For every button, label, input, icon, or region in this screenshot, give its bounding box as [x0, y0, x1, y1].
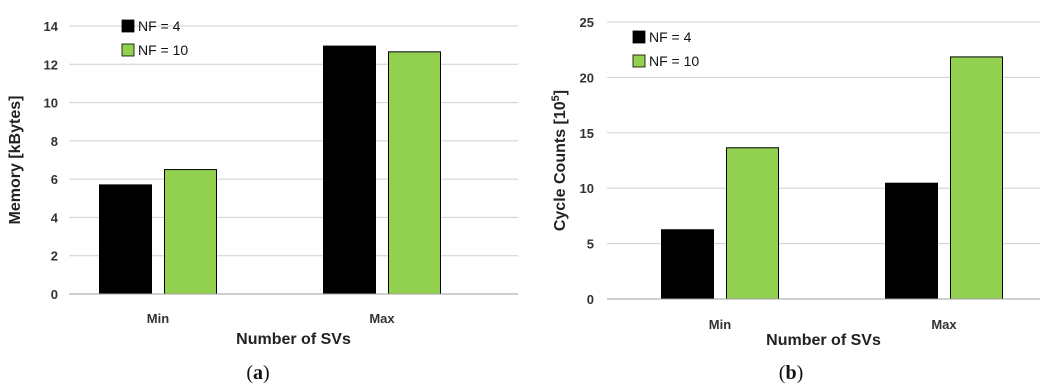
chart-a-legend: NF = 4 NF = 10	[121, 18, 188, 58]
chart-b-y-tick-label: 10	[580, 181, 594, 196]
chart-b-bar-max-series-2	[950, 56, 1003, 300]
chart-b-y-tick-label: 20	[580, 70, 594, 85]
chart-b-bars	[661, 56, 1003, 300]
chart-a-y-tick-label: 10	[44, 96, 58, 111]
chart-b-y-tick-label: 5	[587, 237, 594, 252]
chart-a-x-tick-label: Min	[147, 311, 169, 326]
chart-b-y-axis-title-superscript: 5	[550, 95, 562, 101]
chart-a-bar-min-series-1	[99, 184, 152, 295]
chart-b-legend-swatch	[632, 54, 646, 68]
chart-a-y-tick-label: 2	[51, 249, 58, 264]
chart-a-y-axis-title: Memory [kBytes]	[7, 96, 24, 225]
chart-b-caption-label: b	[785, 362, 796, 384]
chart-a-x-ticks: Min Max	[147, 311, 396, 326]
chart-a-y-ticks: 0 2 4 6 8 10 12 14	[44, 19, 59, 302]
chart-b-y-tick-label: 25	[580, 15, 594, 30]
chart-a-y-tick-label: 6	[51, 172, 58, 187]
chart-b-bar-min-series-2	[726, 147, 779, 300]
chart-b: 0 5 10 15 20 25 Min Max Number of SVs Cycle Co…	[550, 15, 1040, 384]
chart-a-caption: (a)	[246, 362, 269, 384]
chart-b-y-tick-label: 0	[587, 292, 594, 307]
chart-a-caption-label: a	[253, 362, 263, 384]
chart-b-y-tick-label: 15	[580, 126, 594, 141]
chart-a-x-tick-label: Max	[369, 311, 395, 326]
chart-b-x-tick-label: Max	[931, 317, 957, 332]
chart-a-y-tick-label: 12	[44, 57, 58, 72]
chart-a-legend-swatch	[121, 43, 135, 57]
chart-a-y-tick-label: 4	[51, 210, 59, 225]
chart-b-y-axis-title-main: Cycle Counts [10	[552, 101, 569, 231]
chart-b-x-tick-label: Min	[709, 317, 731, 332]
chart-b-bar-min-series-1	[661, 229, 714, 300]
chart-b-bar-max-series-1	[885, 182, 938, 300]
chart-b-caption: (b)	[779, 362, 803, 384]
chart-a-y-tick-label: 8	[51, 134, 58, 149]
chart-b-legend: NF = 4 NF = 10	[632, 29, 699, 69]
chart-a-legend-label: NF = 10	[138, 42, 188, 58]
chart-b-legend-swatch	[632, 30, 646, 44]
chart-a-legend-label: NF = 4	[138, 18, 181, 34]
chart-a-bar-min-series-2	[164, 169, 217, 295]
chart-b-legend-label: NF = 10	[649, 53, 699, 69]
chart-a-bar-max-series-2	[388, 51, 441, 295]
chart-a: 0 2 4 6 8 10 12 14 Min Max Number of SVs Memory …	[7, 18, 518, 384]
chart-a-y-tick-label: 0	[51, 287, 58, 302]
chart-b-y-axis-title: Cycle Counts [105]	[550, 90, 569, 231]
chart-b-x-axis-title: Number of SVs	[766, 332, 881, 349]
chart-a-bar-max-series-1	[323, 45, 376, 295]
chart-a-y-tick-label: 14	[44, 19, 59, 34]
chart-b-y-axis-title-suffix: ]	[552, 90, 569, 95]
chart-a-x-axis-title: Number of SVs	[236, 331, 351, 348]
chart-b-x-ticks: Min Max	[709, 317, 958, 332]
chart-b-legend-label: NF = 4	[649, 29, 692, 45]
chart-a-legend-swatch	[121, 19, 135, 33]
chart-b-y-ticks: 0 5 10 15 20 25	[580, 15, 594, 307]
chart-a-bars	[99, 45, 441, 295]
